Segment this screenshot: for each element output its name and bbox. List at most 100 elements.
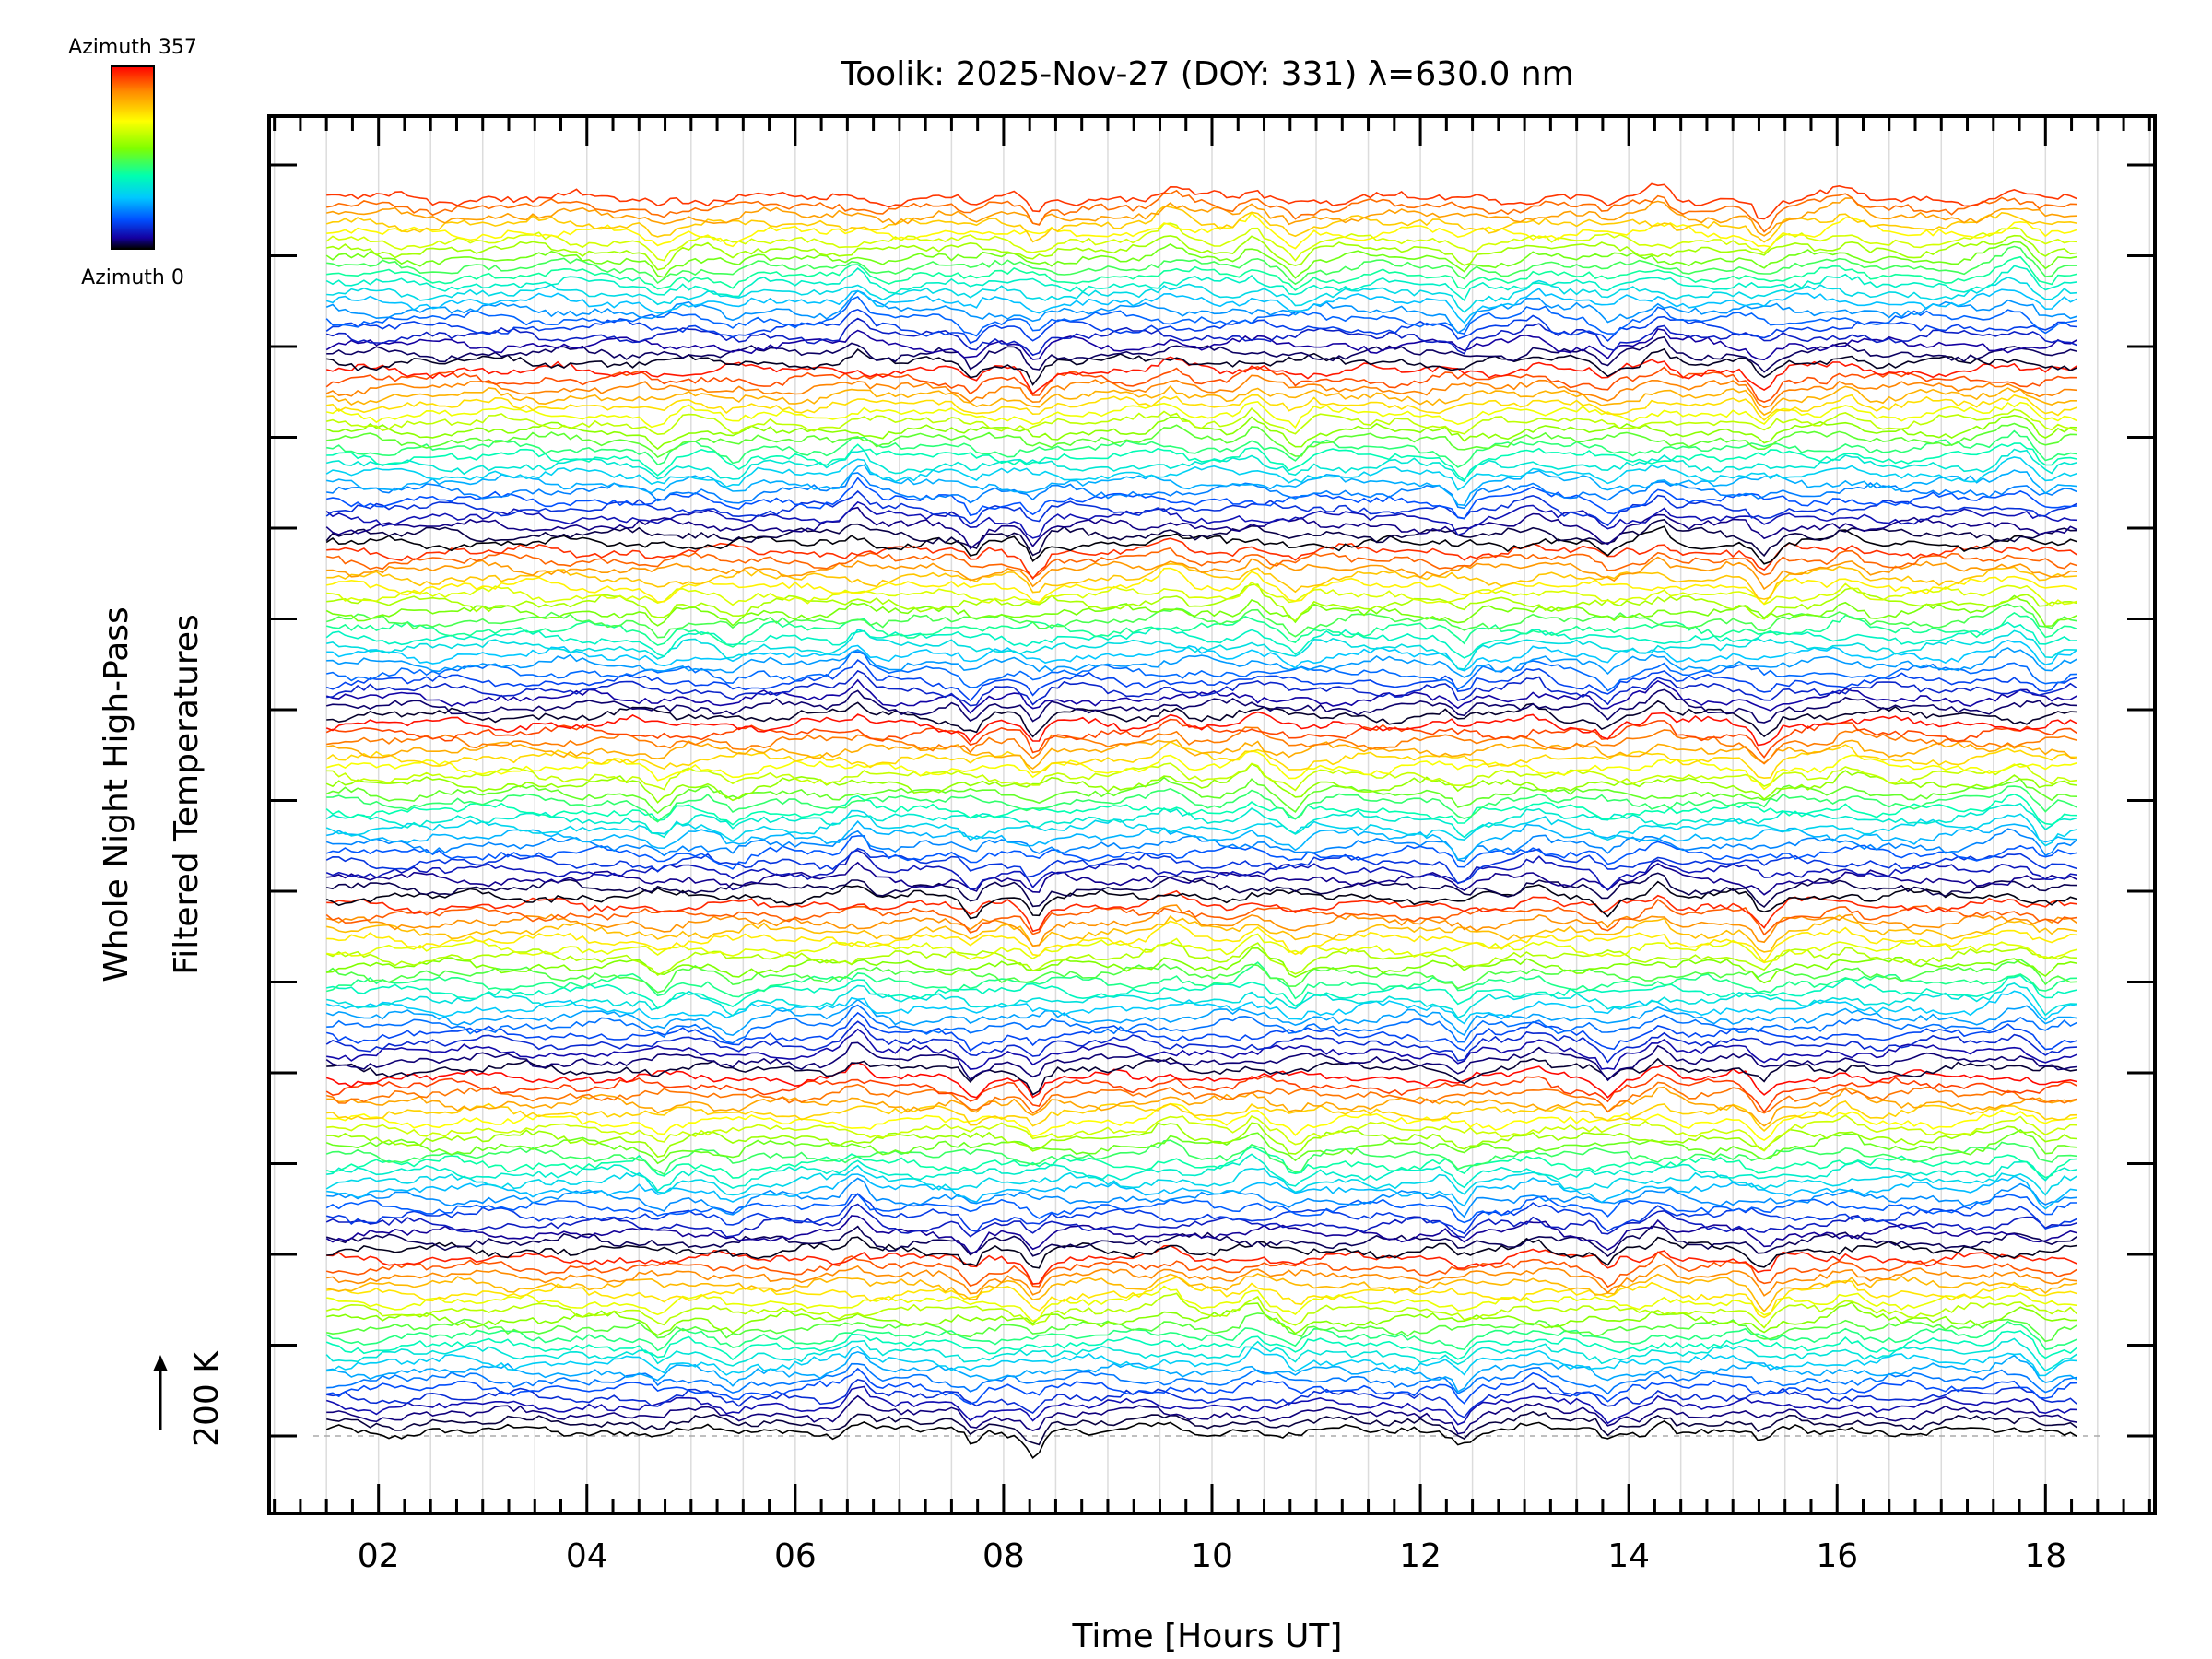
- temperature-trace: [326, 1244, 2077, 1285]
- temperature-trace: [325, 288, 2077, 324]
- temperature-trace: [325, 1273, 2077, 1312]
- temperature-trace: [326, 904, 2077, 947]
- temperature-trace: [325, 500, 2077, 539]
- temperature-trace: [326, 347, 2077, 386]
- temperature-trace: [326, 726, 2077, 765]
- temperature-trace: [326, 567, 2077, 606]
- temperature-trace: [326, 974, 2077, 1010]
- temperature-trace: [325, 222, 2077, 262]
- temperature-trace: [326, 933, 2077, 964]
- temperature-trace: [325, 1292, 2077, 1329]
- temperature-trace: [326, 472, 2077, 510]
- x-axis-label: Time [Hours UT]: [1072, 1618, 1343, 1655]
- scale-arrow-icon: [153, 1355, 168, 1430]
- temperature-trace: [325, 990, 2077, 1025]
- y-axis-label-line1: Whole Night High-Pass: [98, 606, 135, 982]
- temperature-trace: [325, 241, 2077, 279]
- temperature-trace: [325, 603, 2077, 639]
- temperature-trace: [325, 1062, 2077, 1099]
- temperature-trace: [326, 335, 2077, 373]
- temperature-trace: [326, 556, 2077, 591]
- temperature-trace: [326, 1102, 2077, 1142]
- temperature-trace: [325, 880, 2077, 920]
- temperature-trace: [325, 328, 2077, 361]
- x-tick-label: 14: [1607, 1537, 1650, 1575]
- temperature-trace: [325, 793, 2077, 826]
- temperature-trace: [326, 629, 2077, 670]
- temperature-trace: [325, 1041, 2077, 1082]
- temperature-trace: [326, 762, 2077, 792]
- temperature-trace: [326, 1173, 2077, 1210]
- temperature-trace: [326, 400, 2077, 429]
- temperature-trace: [326, 639, 2077, 672]
- temperature-trace: [325, 1321, 2077, 1352]
- temperature-trace: [326, 1362, 2077, 1395]
- temperature-trace: [326, 1114, 2077, 1152]
- temperature-trace: [326, 385, 2077, 417]
- temperature-trace: [326, 914, 2077, 953]
- temperature-trace: [325, 594, 2077, 628]
- temperature-trace: [326, 245, 2077, 286]
- x-tick-label: 12: [1399, 1537, 1441, 1575]
- temperature-trace: [326, 785, 2077, 823]
- temperature-trace: [325, 456, 2077, 491]
- temperature-trace: [325, 762, 2077, 804]
- temperature-trace: [325, 506, 2077, 550]
- temperature-trace: [325, 1193, 2077, 1235]
- temperature-trace: [326, 1004, 2077, 1044]
- temperature-trace: [326, 1236, 2077, 1269]
- temperature-trace: [326, 1028, 2077, 1070]
- temperature-trace: [325, 489, 2077, 526]
- temperature-trace: [325, 1193, 2077, 1224]
- temperature-trace: [326, 442, 2077, 481]
- temperature-trace: [326, 197, 2077, 237]
- temperature-trace: [325, 659, 2077, 702]
- temperature-trace: [326, 861, 2077, 896]
- temperature-trace: [325, 1337, 2077, 1372]
- temperature-trace: [326, 982, 2077, 1019]
- temperature-trace: [326, 1011, 2077, 1052]
- temperature-trace: [325, 958, 2077, 994]
- x-tick-label: 02: [358, 1537, 400, 1575]
- temperature-trace: [326, 255, 2077, 291]
- temperature-trace: [325, 1203, 2077, 1239]
- temperature-trace: [325, 749, 2077, 791]
- temperature-trace: [325, 365, 2077, 403]
- temperature-trace: [326, 1177, 2077, 1218]
- temperature-trace: [325, 828, 2077, 863]
- temperature-trace: [325, 1330, 2077, 1361]
- temperature-trace: [325, 289, 2077, 335]
- temperature-trace: [326, 947, 2077, 984]
- temperature-trace: [325, 1164, 2077, 1196]
- temperature-trace: [326, 477, 2077, 520]
- temperature-trace: [326, 651, 2077, 692]
- temperature-trace: [326, 1350, 2077, 1393]
- temperature-trace: [326, 1410, 2077, 1446]
- azimuth-colorbar: [111, 65, 155, 250]
- temperature-trace: [326, 276, 2077, 313]
- temperature-trace: [326, 182, 2077, 220]
- temperature-trace: [326, 1086, 2077, 1127]
- temperature-trace: [325, 1251, 2077, 1288]
- temperature-trace: [326, 429, 2077, 468]
- x-tick-label: 10: [1191, 1537, 1233, 1575]
- temperature-trace: [326, 406, 2077, 436]
- temperature-trace: [325, 1385, 2077, 1426]
- temperature-trace: [326, 448, 2077, 483]
- temperature-trace: [325, 1215, 2077, 1254]
- temperature-trace: [325, 941, 2077, 976]
- temperature-trace: [326, 1153, 2077, 1193]
- temperature-trace: [326, 920, 2077, 964]
- colorbar-top-label: Azimuth 357: [68, 36, 197, 59]
- temperature-trace: [325, 525, 2077, 565]
- y-axis-label-line2: Filtered Temperatures: [168, 614, 206, 975]
- temperature-trace: [326, 688, 2077, 724]
- temperature-trace: [325, 998, 2077, 1037]
- temperature-trace: [326, 1056, 2077, 1096]
- temperature-trace: [325, 835, 2077, 870]
- temperature-trace: [325, 356, 2077, 395]
- x-tick-label: 08: [982, 1537, 1025, 1575]
- x-tick-label: 18: [2024, 1537, 2066, 1575]
- temperature-trace: [325, 776, 2077, 815]
